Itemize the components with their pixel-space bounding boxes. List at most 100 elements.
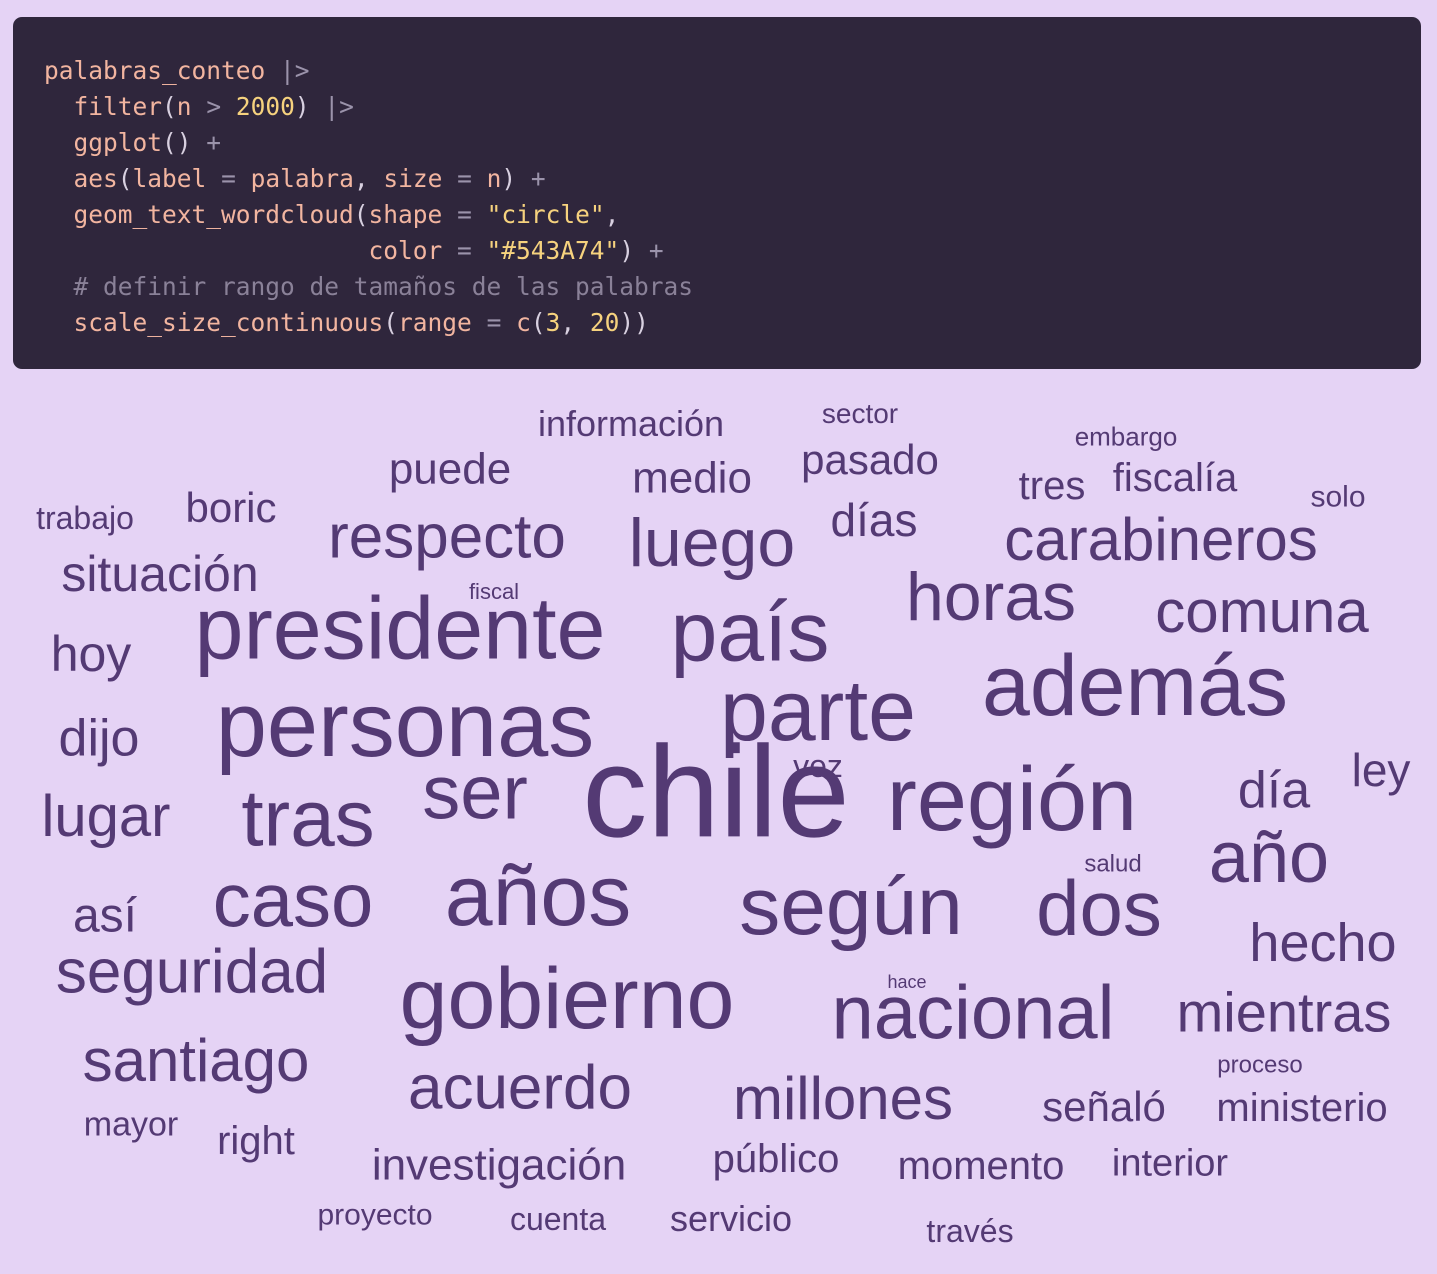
code-token: filter <box>73 92 163 121</box>
wordcloud-word: ministerio <box>1216 1086 1388 1131</box>
code-token: palabras_conteo <box>44 56 266 85</box>
code-token: scale_size_continuous <box>73 308 384 337</box>
code-token: > <box>191 92 236 121</box>
code-token: ) <box>619 236 635 265</box>
code-token: = <box>442 164 487 193</box>
wordcloud-word: parte <box>719 663 917 760</box>
wordcloud-word: solo <box>1310 480 1366 514</box>
wordcloud-word: dos <box>1036 863 1162 952</box>
code-line: aes(label = palabra, size = n) + <box>44 161 1390 197</box>
code-token: ) <box>294 92 310 121</box>
wordcloud-word: según <box>739 860 963 952</box>
code-token: + <box>516 164 546 193</box>
wordcloud-word: caso <box>212 858 374 944</box>
code-lines: palabras_conteo |> filter(n > 2000) |> g… <box>44 53 1390 341</box>
wordcloud-word: right <box>217 1119 295 1164</box>
wordcloud-word: fiscalía <box>1112 456 1238 501</box>
code-token: 2000 <box>235 92 295 121</box>
code-token: () <box>162 128 192 157</box>
wordcloud-word: gobierno <box>399 951 735 1048</box>
code-block: palabras_conteo |> filter(n > 2000) |> g… <box>13 17 1421 369</box>
wordcloud-word: público <box>712 1137 840 1182</box>
code-token: ( <box>353 200 369 229</box>
code-line: color = "#543A74") + <box>44 233 1390 269</box>
wordcloud-word: presidente <box>194 578 606 678</box>
code-token: ( <box>383 308 399 337</box>
wordcloud-word: país <box>670 584 830 679</box>
wordcloud-word: ley <box>1351 743 1411 796</box>
code-token: , <box>560 308 590 337</box>
code-token: = <box>442 236 487 265</box>
code-line: filter(n > 2000) |> <box>44 89 1390 125</box>
wordcloud-word: servicio <box>669 1198 793 1240</box>
code-token: 3 <box>545 308 561 337</box>
wordcloud-word: santiago <box>82 1026 310 1094</box>
code-token: "circle" <box>486 200 605 229</box>
wordcloud-word: información <box>537 403 725 445</box>
wordcloud-word: vez <box>793 747 843 784</box>
wordcloud-word: años <box>444 848 632 945</box>
code-line: geom_text_wordcloud(shape = "circle", <box>44 197 1390 233</box>
wordcloud-word: personas <box>215 673 595 776</box>
code-token: + <box>634 236 664 265</box>
code-token: aes <box>73 164 118 193</box>
wordcloud-word: proceso <box>1217 1051 1303 1079</box>
code-token: = <box>471 308 517 337</box>
wordcloud-word: hoy <box>50 626 132 682</box>
wordcloud-word: proyecto <box>317 1198 433 1232</box>
wordcloud-word: puede <box>388 444 512 494</box>
wordcloud-word: ser <box>422 750 528 836</box>
code-token: = <box>206 164 251 193</box>
code-token: ( <box>117 164 133 193</box>
wordcloud-word: chile <box>582 718 850 865</box>
wordcloud-word: carabineros <box>1004 505 1318 573</box>
wordcloud-word: mayor <box>83 1105 179 1144</box>
wordcloud-word: nacional <box>831 970 1115 1056</box>
wordcloud-word: señaló <box>1042 1082 1166 1130</box>
wordcloud-word: seguridad <box>55 937 329 1007</box>
wordcloud-word: comuna <box>1155 577 1369 645</box>
code-token: n <box>176 92 192 121</box>
code-token: ) <box>501 164 517 193</box>
code-token: ( <box>530 308 546 337</box>
code-token: |> <box>265 56 310 85</box>
code-line: palabras_conteo |> <box>44 53 1390 89</box>
wordcloud-word: hecho <box>1249 913 1397 974</box>
wordcloud-word: luego <box>628 505 796 582</box>
wordcloud-word: interior <box>1111 1142 1229 1185</box>
code-token: palabra <box>250 164 354 193</box>
wordcloud-word: investigación <box>371 1140 627 1190</box>
code-token: size <box>383 164 443 193</box>
wordcloud-word: día <box>1237 761 1311 820</box>
code-token: ( <box>162 92 177 121</box>
wordcloud-word: horas <box>905 559 1077 636</box>
wordcloud-word: respecto <box>328 502 566 572</box>
code-line: ggplot() + <box>44 125 1390 161</box>
code-token: n <box>486 164 502 193</box>
code-token: c <box>516 308 531 337</box>
code-token: color <box>368 236 443 265</box>
wordcloud-word: millones <box>732 1064 954 1132</box>
wordcloud-word: través <box>926 1212 1014 1249</box>
wordcloud-word: días <box>830 493 918 546</box>
wordcloud-word: además <box>982 638 1288 735</box>
code-token: + <box>191 128 222 157</box>
wordcloud-word: medio <box>632 453 752 503</box>
wordcloud-word: boric <box>185 483 277 531</box>
code-token: # definir rango de tamaños de las palabr… <box>73 272 694 301</box>
wordcloud-word: mientras <box>1176 980 1392 1044</box>
wordcloud-word: cuenta <box>509 1200 607 1237</box>
wordcloud-word: pasado <box>801 435 939 483</box>
wordcloud-word: fiscal <box>468 579 520 605</box>
wordcloud-word: momento <box>897 1144 1065 1189</box>
wordcloud-word: región <box>886 750 1138 851</box>
wordcloud-word: embargo <box>1074 421 1178 452</box>
wordcloud-word: trabajo <box>36 499 134 536</box>
wordcloud-word: así <box>72 889 138 943</box>
code-token: shape <box>368 200 443 229</box>
code-line: # definir rango de tamaños de las palabr… <box>44 269 1390 305</box>
wordcloud-word: sector <box>821 397 899 429</box>
wordcloud-word: año <box>1208 818 1330 899</box>
wordcloud-word: salud <box>1084 850 1142 878</box>
